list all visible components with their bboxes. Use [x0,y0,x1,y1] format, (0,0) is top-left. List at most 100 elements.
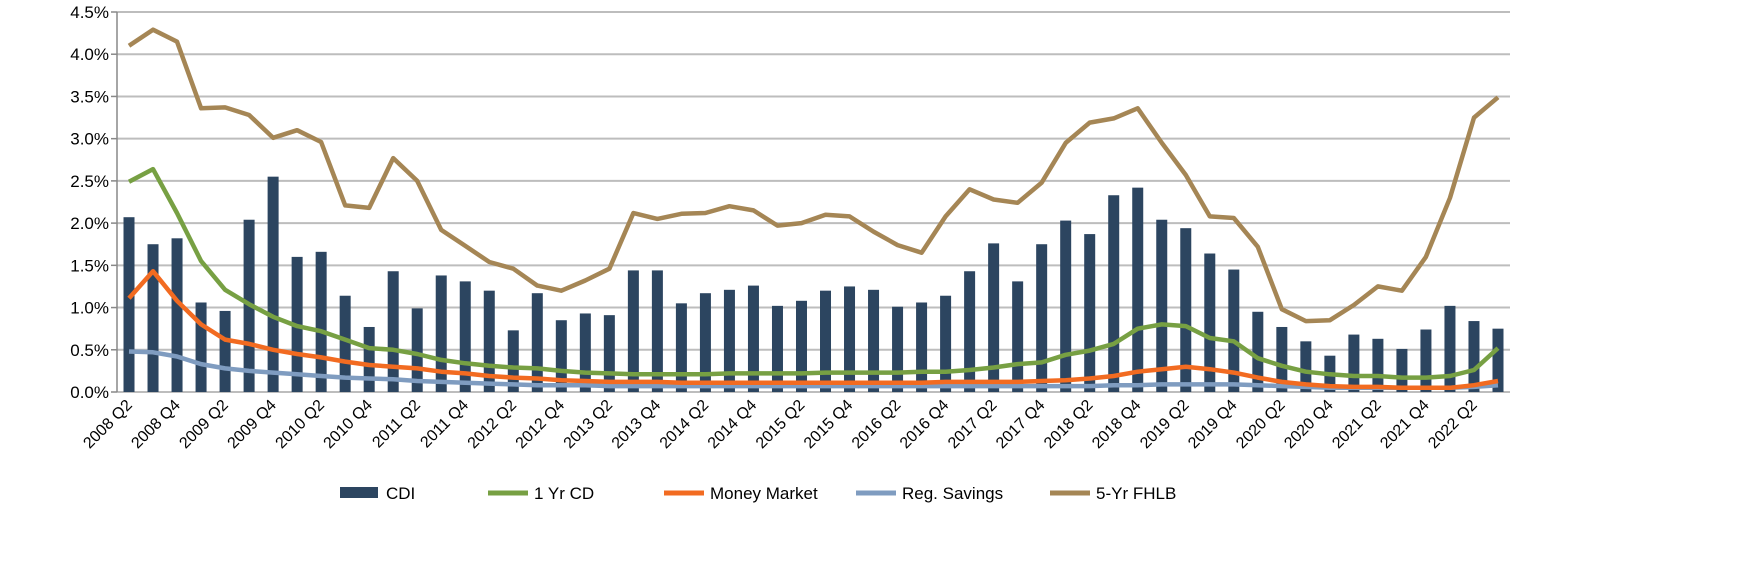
cdi-bar [820,290,832,392]
legend-label: Money Market [710,484,818,503]
y-tick-label: 1.5% [70,256,109,275]
y-tick-label: 4.5% [70,3,109,22]
x-tick-label: 2009 Q2 [176,397,231,452]
legend: CDI 1 Yr CD Money Market Reg. Savings 5-Yr F… [340,484,1176,503]
cdi-bar [507,330,519,392]
x-tick-label: 2011 Q4 [417,397,472,452]
cdi-bar [892,306,904,392]
legend-label: CDI [386,484,415,503]
cdi-bar [1420,329,1432,392]
x-tick-label: 2013 Q4 [609,397,664,452]
x-tick-label: 2012 Q4 [513,397,568,452]
cdi-bar [1348,334,1360,392]
x-tick-label: 2012 Q2 [465,397,520,452]
cdi-bar [1252,311,1264,392]
x-tick-label: 2010 Q2 [273,397,328,452]
legend-label: 1 Yr CD [534,484,594,503]
y-tick-label: 3.5% [70,87,109,106]
x-tick-label: 2022 Q2 [1425,397,1480,452]
legend-label: 5-Yr FHLB [1096,484,1176,503]
x-tick-label: 2014 Q4 [705,397,760,452]
cdi-bar [940,295,952,392]
cdi-bar [315,251,327,392]
cdi-bar [1012,281,1024,392]
cdi-bar [1396,348,1408,392]
cdi-bar [531,293,543,392]
x-tick-label: 2015 Q2 [753,397,808,452]
x-tick-label: 2020 Q2 [1233,397,1288,452]
reg-savings-line [128,349,1499,391]
cdi-bar [1204,253,1216,392]
cdi-bar [747,285,759,392]
cdi-bar [411,308,423,392]
cdi-bar [387,271,399,392]
cdi-bar [1228,269,1240,392]
cdi-bar [123,217,135,392]
cdi-bar [267,176,279,392]
cdi-bar [1036,244,1048,392]
y-axis-ticks: 0.0% 0.5% 1.0% 1.5% 2.0% 2.5% 3.0% 3.5% 4.0% 4.5% [70,3,117,402]
y-tick-label: 4.0% [70,45,109,64]
1-yr-cd-line [127,166,1500,380]
cdi-bar [555,320,567,392]
legend-swatch [340,487,378,498]
series-lines [127,27,1500,391]
cdi-bar [988,243,1000,392]
x-tick-label: 2017 Q2 [945,397,1000,452]
cdi-bar [1156,219,1168,392]
x-tick-label: 2015 Q4 [801,397,856,452]
x-tick-label: 2021 Q4 [1377,397,1432,452]
x-tick-label: 2014 Q2 [657,397,712,452]
cdi-bar [363,326,375,392]
x-tick-label: 2008 Q4 [128,397,183,452]
y-tick-label: 2.0% [70,214,109,233]
y-tick-label: 0.0% [70,383,109,402]
cdi-bar [771,305,783,392]
x-tick-label: 2021 Q2 [1329,397,1384,452]
cdi-bar [483,290,495,392]
y-tick-label: 0.5% [70,341,109,360]
5-yr-fhlb-line [127,27,1500,324]
cdi-bar [844,286,856,392]
money-market-line [127,268,1499,391]
cdi-bar [579,313,591,392]
cdi-bar [1060,220,1072,392]
cdi-bar [1276,326,1288,392]
cdi-bar [339,295,351,392]
cdi-bar [1372,338,1384,392]
x-tick-label: 2011 Q2 [369,397,424,452]
y-tick-label: 2.5% [70,172,109,191]
x-tick-label: 2019 Q2 [1137,397,1192,452]
x-tick-label: 2010 Q4 [321,397,376,452]
cdi-bar [219,310,231,392]
cdi-bar [627,270,639,392]
x-tick-label: 2016 Q2 [849,397,904,452]
legend-label: Reg. Savings [902,484,1003,503]
cdi-bar [1180,228,1192,392]
x-tick-label: 2019 Q4 [1185,397,1240,452]
cdi-bar [964,271,976,392]
x-tick-label: 2017 Q4 [993,397,1048,452]
cdi-bar [1492,328,1504,392]
cdi-bar [1444,305,1456,392]
x-tick-label: 2018 Q2 [1041,397,1096,452]
y-tick-label: 1.0% [70,299,109,318]
cdi-bar [723,289,735,392]
x-tick-label: 2008 Q2 [80,397,135,452]
x-tick-label: 2009 Q4 [225,397,280,452]
cdi-bar [1084,234,1096,392]
x-tick-label: 2020 Q4 [1281,397,1336,452]
cdi-bar [1300,341,1312,392]
cdi-bar [1468,321,1480,392]
cdi-bar [603,315,615,392]
cdi-bar [651,270,663,392]
cdi-bar [916,302,928,392]
cdi-bar [795,300,807,392]
cdi-bar [1132,187,1144,392]
cdi-bar [435,275,447,392]
x-tick-label: 2018 Q4 [1089,397,1144,452]
cdi-bar [459,281,471,392]
cdi-bar [1108,195,1120,392]
